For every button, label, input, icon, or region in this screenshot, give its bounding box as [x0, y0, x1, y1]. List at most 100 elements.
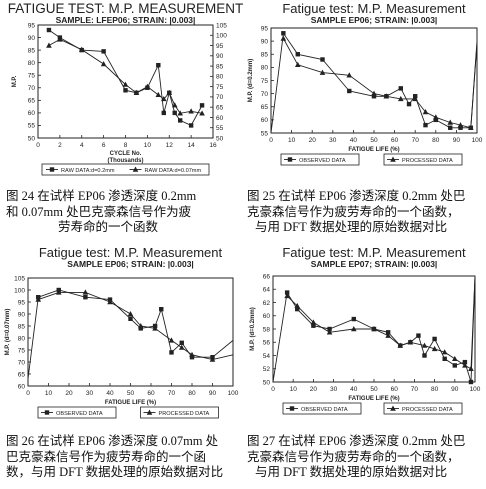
data-point — [383, 93, 390, 99]
legend-box — [280, 153, 360, 166]
data-point — [421, 342, 428, 348]
data-point — [412, 95, 418, 102]
data-point — [433, 114, 439, 120]
data-point — [294, 61, 301, 67]
y-tick-label: 62 — [263, 300, 271, 307]
data-point — [46, 27, 52, 33]
x-tick-label: 0 — [36, 142, 40, 149]
data-point — [155, 91, 162, 98]
data-point — [416, 333, 421, 338]
data-point — [310, 319, 317, 325]
data-point — [284, 290, 290, 295]
y-right-tick-label: 60 — [216, 115, 224, 122]
x-tick-label: 80 — [431, 386, 439, 393]
y-tick-label: 65 — [28, 98, 36, 105]
x-tick-label: 100 — [472, 137, 483, 144]
data-point — [294, 302, 301, 309]
caption-line: 与用 DFT 数据处理的原始数据对比 — [255, 465, 448, 479]
y-tick-label: 95 — [261, 25, 269, 32]
chart-title: Fatigue test: M.P. Measurement — [39, 245, 223, 260]
legend-box — [383, 153, 463, 166]
data-point — [448, 125, 453, 130]
data-point — [188, 108, 194, 114]
data-point — [458, 125, 463, 130]
y-tick-label: 55 — [28, 123, 36, 130]
y-tick-label: 50 — [28, 135, 36, 142]
data-point — [57, 36, 63, 42]
figure-caption-24: 图 24 在试样 EP06 渗透深度 0.2mm 和 0.07mm 处巴克豪森信… — [6, 189, 242, 236]
data-point — [468, 379, 474, 385]
y-tick-label: 90 — [18, 311, 26, 318]
x-tick-label: 70 — [168, 390, 176, 397]
y-axis-label: M.P. — [12, 75, 18, 87]
y-tick-label: 95 — [28, 22, 36, 29]
data-point — [452, 355, 458, 362]
caption-line: 图 27 在试样 EP06 渗透深度 0.2mm 处巴 — [247, 434, 466, 448]
chart-subtitle: SAMPLE: LFEP06; STRAIN: |0.003| — [56, 15, 196, 25]
legend-box — [41, 163, 210, 176]
x-tick-label: 30 — [329, 137, 337, 144]
caption-line: 劳寿命的一个函数 — [58, 220, 159, 234]
x-tick-label: 10 — [144, 142, 152, 149]
data-point — [468, 365, 474, 371]
x-tick-label: 90 — [451, 386, 459, 393]
legend-label: PROCESSED DATA — [402, 158, 453, 164]
data-point — [55, 289, 62, 295]
data-point — [457, 122, 464, 128]
y-right-tick-label: 95 — [216, 43, 224, 50]
data-point — [107, 299, 113, 305]
data-point — [179, 340, 184, 345]
y-right-tick-label: 75 — [216, 84, 224, 91]
series-line — [286, 275, 476, 370]
data-point — [452, 363, 457, 368]
x-tick-label: 30 — [86, 390, 94, 397]
data-point — [371, 94, 377, 99]
y-right-tick-label: 70 — [216, 94, 224, 101]
x-tick-label: 60 — [391, 386, 399, 393]
y-tick-label: 52 — [263, 366, 271, 373]
series-line — [38, 291, 234, 361]
series-line — [48, 38, 203, 114]
y-tick-label: 70 — [261, 91, 269, 98]
data-point — [171, 102, 178, 108]
y-right-tick-label: 80 — [216, 74, 224, 81]
y-right-tick-label: 100 — [216, 33, 227, 40]
y-right-tick-label: 65 — [216, 104, 224, 111]
y-tick-label: 50 — [263, 379, 271, 386]
y-tick-label: 75 — [28, 73, 36, 80]
data-point — [432, 336, 437, 342]
data-point — [385, 330, 391, 335]
legend-marker — [132, 166, 139, 172]
data-point — [35, 296, 42, 302]
y-right-tick-label: 90 — [216, 53, 224, 60]
data-point — [161, 110, 166, 116]
data-point — [128, 316, 133, 321]
legend-label: OBSERVED DATA — [301, 407, 348, 413]
y-tick-label: 60 — [28, 110, 36, 117]
x-tick-label: 0 — [269, 137, 273, 144]
data-point — [156, 62, 161, 68]
y-tick-label: 60 — [261, 117, 269, 124]
chart-title: Fatigue test: M.P. Measurement — [282, 1, 466, 16]
data-point — [406, 101, 412, 107]
series-line — [283, 38, 478, 129]
legend-label: OBSERVED DATA — [56, 411, 103, 417]
x-tick-label: 40 — [350, 386, 358, 393]
y-tick-label: 85 — [28, 47, 36, 54]
x-tick-label: 30 — [330, 386, 338, 393]
legend-label: RAW DATA:d=0.07mm — [145, 168, 202, 174]
data-point — [199, 103, 205, 108]
data-point — [172, 110, 177, 116]
caption-line: 巴克豪森信号作为疲劳寿命的一个函 — [6, 449, 207, 464]
legend-marker — [287, 157, 293, 162]
data-point — [398, 86, 403, 91]
x-tick-label: 100 — [228, 390, 239, 397]
legend-label: RAW DATA:d=0.2mm — [61, 168, 115, 174]
data-point — [177, 110, 183, 116]
data-point — [385, 332, 391, 338]
data-point — [422, 109, 429, 115]
data-point — [160, 95, 167, 102]
data-point — [199, 110, 205, 116]
